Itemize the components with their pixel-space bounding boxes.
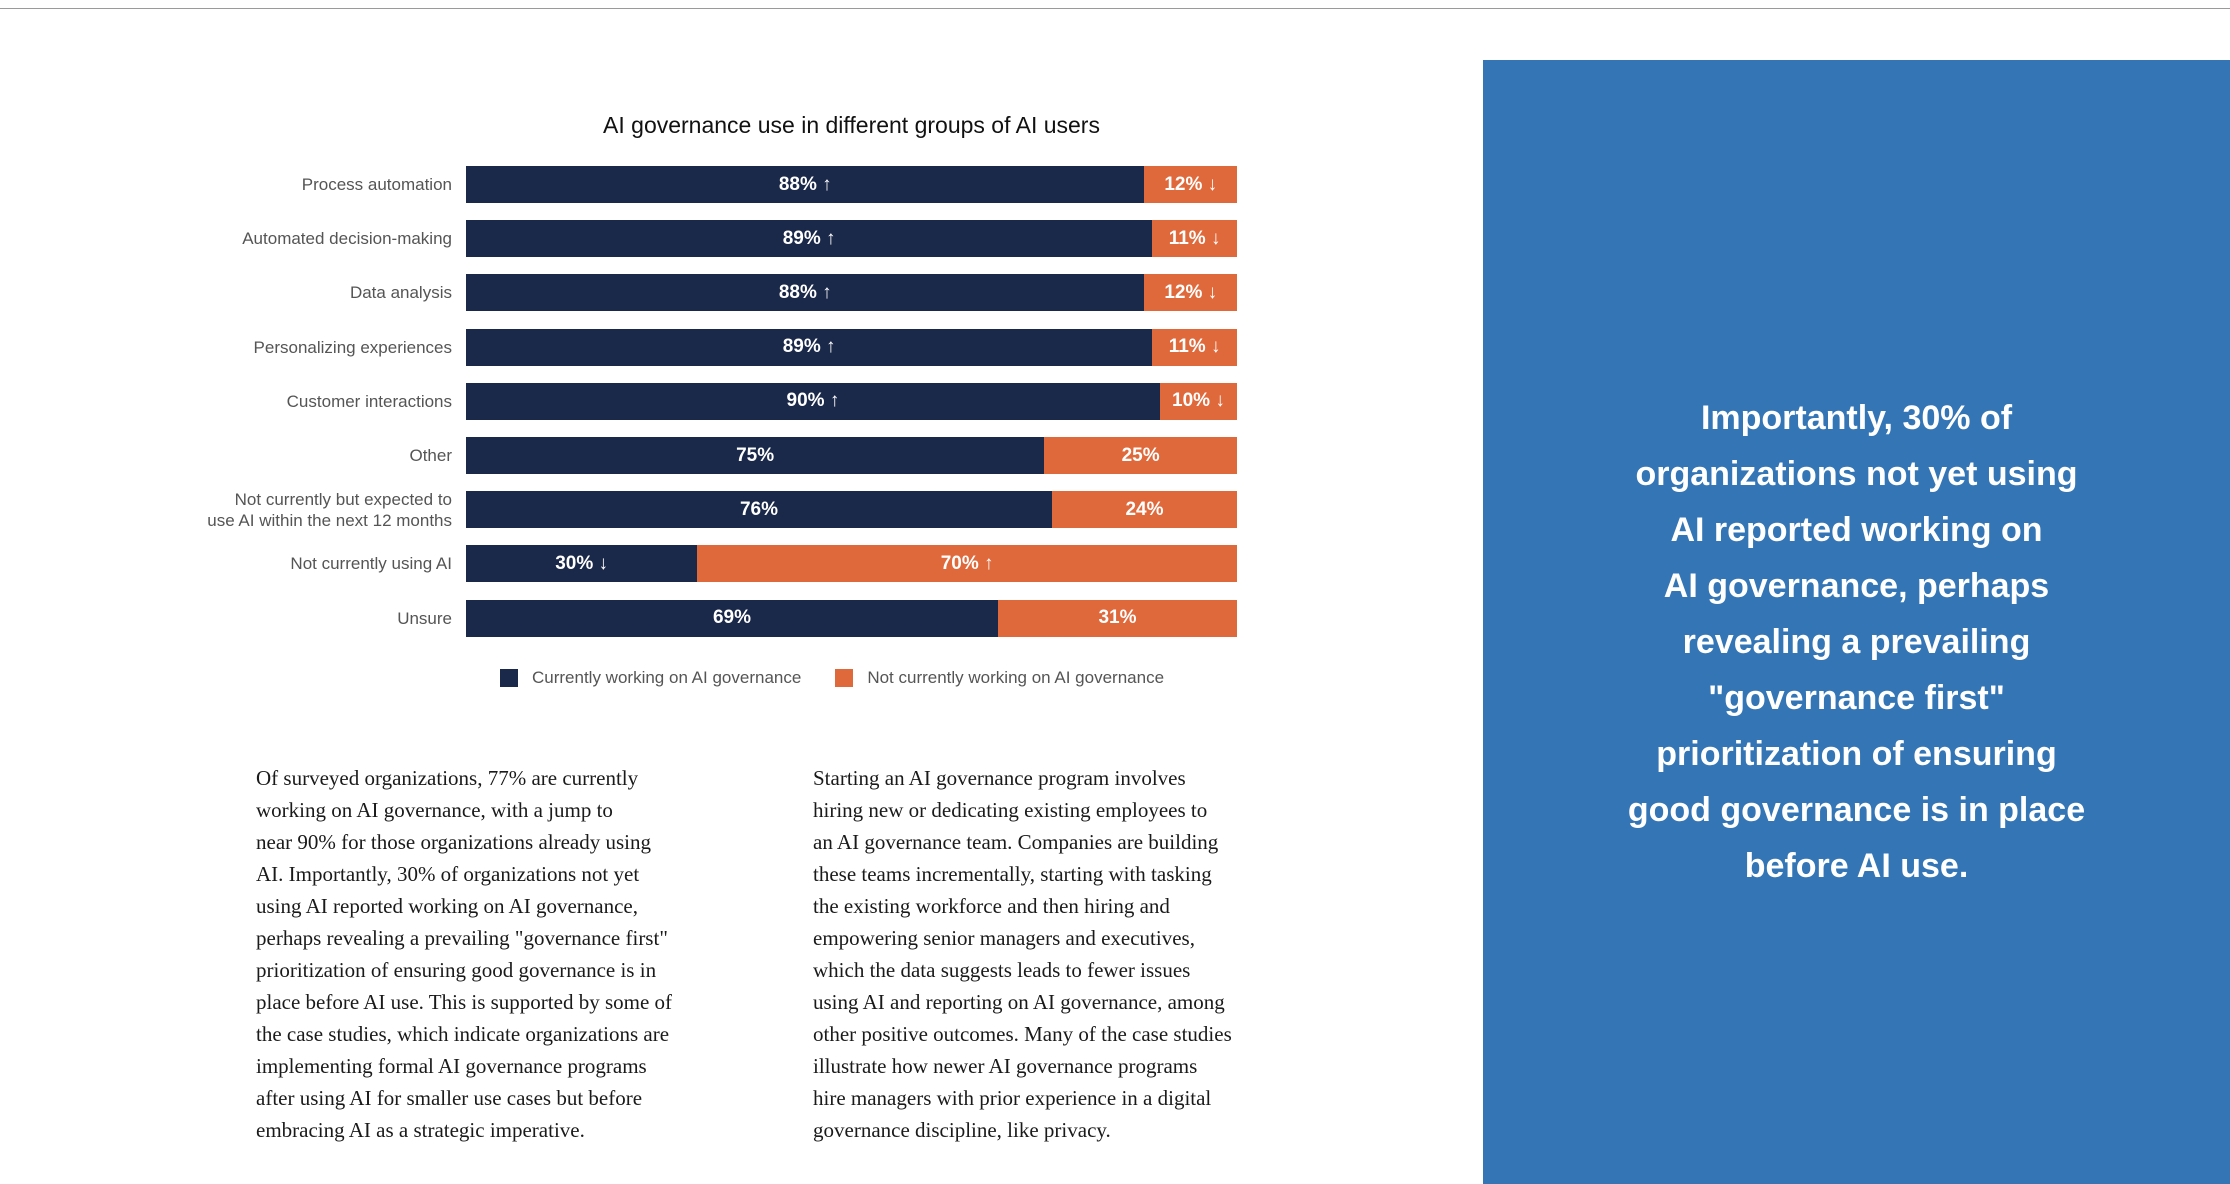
bar-not-working: 25% xyxy=(1044,437,1237,474)
category-label-line: Other xyxy=(409,446,452,465)
category-label: Unsure xyxy=(397,608,452,629)
legend-item-working: Currently working on AI governance xyxy=(500,668,801,688)
text-line: perhaps revealing a prevailing "governan… xyxy=(256,926,668,950)
text-line: working on AI governance, with a jump to xyxy=(256,798,613,822)
callout-line: before AI use. xyxy=(1744,847,1969,885)
legend-swatch-navy xyxy=(500,669,518,687)
body-paragraph-left: Of surveyed organizations, 77% are curre… xyxy=(256,762,672,1146)
text-line: governance discipline, like privacy. xyxy=(813,1118,1111,1142)
text-line: using AI reported working on AI governan… xyxy=(256,894,638,918)
bar-working: 30% ↓ xyxy=(466,545,698,583)
text-line: hiring new or dedicating existing employ… xyxy=(813,798,1208,822)
category-label-line: Unsure xyxy=(397,608,452,628)
callout-quote: Importantly, 30% of organizations not yet… xyxy=(1483,390,2230,894)
text-line: Starting an AI governance program involv… xyxy=(813,766,1186,790)
callout-line: prioritization of ensuring xyxy=(1656,735,2057,773)
category-label: Data analysis xyxy=(350,282,452,303)
bar-not-working: 31% xyxy=(997,599,1237,637)
callout-panel: Importantly, 30% of organizations not yet… xyxy=(1483,60,2230,1184)
bar-not-working: 12% ↓ xyxy=(1144,274,1237,312)
callout-line: AI reported working on xyxy=(1670,511,2043,549)
text-line: an AI governance team. Companies are bui… xyxy=(813,830,1219,854)
text-line: AI. Importantly, 30% of organizations no… xyxy=(256,862,640,886)
callout-line: AI governance, perhaps xyxy=(1663,567,2050,605)
text-line: the case studies, which indicate organiz… xyxy=(256,1022,670,1046)
text-line: implementing formal AI governance progra… xyxy=(256,1054,647,1078)
bar-not-working: 11% ↓ xyxy=(1152,220,1237,258)
text-line: Of surveyed organizations, 77% are curre… xyxy=(256,766,639,790)
text-line: which the data suggests leads to fewer i… xyxy=(813,958,1191,982)
text-line: embracing AI as a strategic imperative. xyxy=(256,1118,585,1142)
callout-line: "governance first" xyxy=(1708,679,2005,717)
bar-working: 76% xyxy=(466,491,1052,529)
bar-not-working: 10% ↓ xyxy=(1159,382,1237,420)
bar-not-working: 12% ↓ xyxy=(1144,166,1237,203)
text-line: near 90% for those organizations already… xyxy=(256,830,651,854)
top-divider xyxy=(0,8,2230,9)
category-label: Not currently but expected to use AI with… xyxy=(207,489,452,531)
category-label: Customer interactions xyxy=(287,391,452,412)
category-label: Not currently using AI xyxy=(290,553,452,574)
legend-swatch-orange xyxy=(835,669,854,687)
legend-label: Currently working on AI governance xyxy=(532,668,802,687)
text-line: hire managers with prior experience in a… xyxy=(813,1086,1212,1110)
callout-line: organizations not yet using xyxy=(1635,455,2078,493)
category-label-line: use AI within the next 12 months xyxy=(207,510,452,530)
category-label-line: Data analysis xyxy=(349,283,452,303)
callout-line: Importantly, 30% of xyxy=(1700,399,2013,437)
legend-label: Not currently working on AI governance xyxy=(867,668,1165,687)
category-label: Personalizing experiences xyxy=(254,337,452,358)
text-line: these teams incrementally, starting with… xyxy=(813,862,1212,886)
bar-working: 88% ↑ xyxy=(466,274,1145,312)
legend-item-not-working: Not currently working on AI governance xyxy=(835,668,1164,688)
bar-working: 69% xyxy=(466,599,998,637)
bar-not-working: 11% ↓ xyxy=(1152,328,1237,366)
category-label-line: Personalizing experiences xyxy=(253,337,452,357)
text-line: after using AI for smaller use cases but… xyxy=(256,1086,643,1110)
category-label: Other xyxy=(409,445,452,466)
text-line: using AI and reporting on AI governance,… xyxy=(813,990,1225,1014)
text-line: the existing workforce and then hiring a… xyxy=(813,894,1170,918)
category-label: Automated decision-making xyxy=(242,228,452,249)
text-line: empowering senior managers and executive… xyxy=(813,926,1195,950)
text-line: other positive outcomes. Many of the cas… xyxy=(813,1022,1232,1046)
bar-working: 89% ↑ xyxy=(466,220,1153,258)
bar-not-working: 70% ↑ xyxy=(697,545,1237,583)
callout-line: revealing a prevailing xyxy=(1682,623,2031,661)
chart-title: AI governance use in different groups of… xyxy=(603,112,1100,138)
category-label-line: Not currently using AI xyxy=(290,554,452,574)
bar-working: 88% ↑ xyxy=(466,166,1145,203)
text-line: illustrate how newer AI governance progr… xyxy=(813,1054,1198,1078)
text-line: prioritization of ensuring good governan… xyxy=(256,958,657,982)
bar-working: 89% ↑ xyxy=(466,328,1153,366)
category-label-line: Automated decision-making xyxy=(242,229,452,249)
legend: Currently working on AI governance Not c… xyxy=(500,668,1198,688)
text-line: place before AI use. This is supported b… xyxy=(256,990,673,1014)
category-label-line: Not currently but expected to xyxy=(234,489,452,509)
category-label-line: Process automation xyxy=(301,175,452,194)
callout-line: good governance is in place xyxy=(1627,791,2086,829)
bar-working: 75% xyxy=(466,437,1045,474)
bar-not-working: 24% xyxy=(1051,491,1237,529)
category-label-line: Customer interactions xyxy=(286,391,452,411)
category-label: Process automation xyxy=(302,174,452,195)
body-paragraph-right: Starting an AI governance program involv… xyxy=(813,762,1232,1146)
bar-working: 90% ↑ xyxy=(466,382,1160,420)
